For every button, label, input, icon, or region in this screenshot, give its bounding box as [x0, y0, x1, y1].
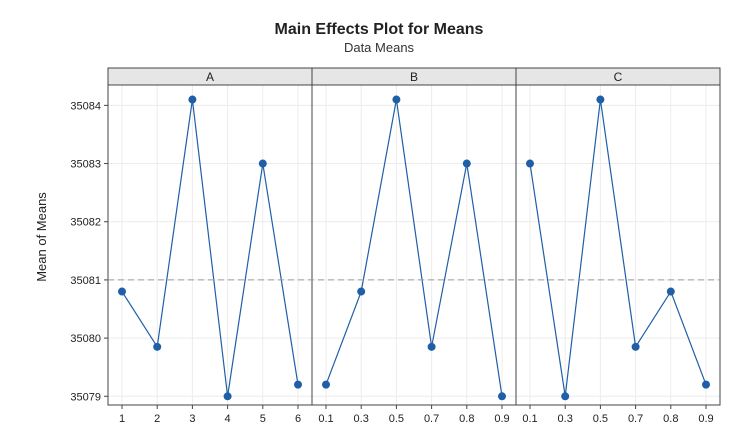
x-tick-label: 0.1	[522, 413, 537, 425]
series-line	[121, 99, 299, 397]
x-tick-label: 0.8	[663, 413, 678, 425]
data-point	[526, 159, 534, 168]
x-tick-label: 0.5	[593, 413, 608, 425]
x-tick-label: 0.3	[558, 413, 573, 425]
panel-label: B	[410, 70, 418, 84]
x-tick-label: 2	[154, 413, 160, 425]
x-tick-label: 1	[119, 413, 125, 425]
data-point	[702, 380, 710, 389]
series-line	[325, 99, 503, 397]
plot-area: A 1 2 3 4 5 6 B 0.1 0.3 0.5 0.7 0.8 0.9 C 0.1 0.3 0.5 0.7 0…	[70, 67, 721, 425]
data-point	[596, 95, 605, 104]
x-tick-label: 0.8	[459, 413, 474, 425]
y-axis-label: Mean of Means	[34, 192, 49, 282]
data-point	[118, 287, 126, 296]
y-tick-label: 35082	[70, 217, 101, 229]
data-point	[223, 392, 232, 401]
y-tick-label: 35084	[70, 100, 101, 112]
data-point	[427, 342, 436, 351]
x-tick-label: 5	[260, 413, 266, 425]
data-point	[666, 287, 675, 296]
y-tick-label: 35081	[70, 275, 101, 287]
x-tick-label: 3	[189, 413, 195, 425]
x-tick-label: 0.3	[354, 413, 369, 425]
y-tick-label: 35080	[70, 333, 101, 345]
chart-title: Main Effects Plot for Means	[275, 21, 484, 38]
data-point	[561, 392, 570, 401]
data-point	[631, 342, 640, 351]
panel-label: A	[206, 70, 214, 84]
data-point	[153, 342, 162, 351]
x-tick-label: 6	[295, 413, 301, 425]
panel-label: C	[614, 70, 623, 84]
data-point	[188, 95, 197, 104]
series-line	[529, 99, 707, 397]
x-tick-label: 0.5	[389, 413, 404, 425]
data-point	[294, 380, 302, 389]
x-tick-label: 0.9	[698, 413, 713, 425]
y-tick-label: 35083	[70, 159, 101, 171]
data-point	[258, 159, 267, 168]
panel-frame	[311, 84, 517, 406]
x-tick-label: 0.1	[318, 413, 333, 425]
data-point	[498, 392, 506, 401]
data-point	[322, 380, 330, 389]
x-tick-label: 0.9	[494, 413, 509, 425]
y-tick-label: 35079	[70, 391, 101, 403]
data-point	[392, 95, 401, 104]
panel-frame	[515, 84, 721, 406]
data-point	[462, 159, 471, 168]
x-tick-label: 4	[225, 413, 231, 425]
data-point	[357, 287, 366, 296]
chart-subtitle: Data Means	[344, 40, 415, 55]
x-tick-label: 0.7	[628, 413, 643, 425]
x-tick-label: 0.7	[424, 413, 439, 425]
